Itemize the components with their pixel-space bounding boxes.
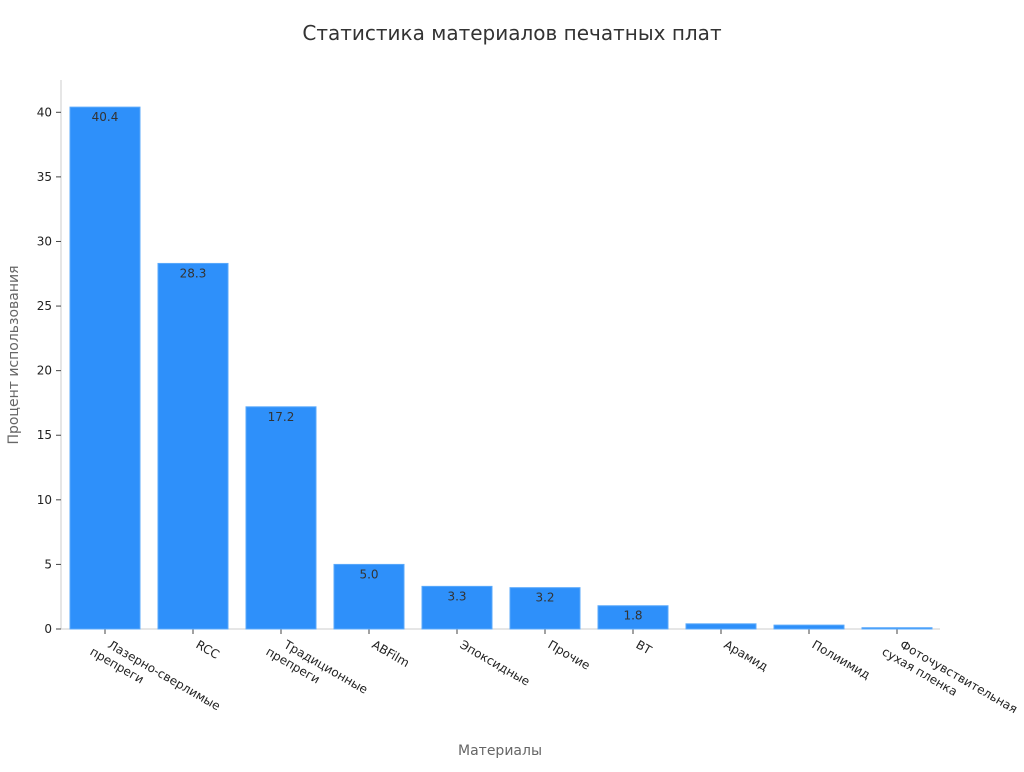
x-tick-label: Фоточувствительнаясухая пленка: [880, 631, 1020, 729]
x-axis: Лазерно-сверлимыепрепреги RCC Традиционные…: [61, 628, 1020, 729]
bar: [421, 585, 493, 630]
bar: [597, 605, 669, 630]
y-tick-label: 30: [37, 234, 52, 248]
y-tick-label: 5: [44, 557, 52, 571]
bar: [157, 262, 229, 630]
bar: [773, 624, 845, 630]
x-tick-label: Эпоксидные: [458, 637, 533, 688]
bars-group: [69, 106, 933, 630]
bar: [685, 623, 757, 630]
x-tick-label: RCC: [194, 637, 222, 661]
x-axis-label: Материалы: [458, 743, 542, 759]
y-tick-label: 20: [37, 364, 52, 378]
bar: [509, 587, 581, 630]
data-labels-group: 40.4 28.3 17.2 5.0 3.3 3.2 1.8: [92, 110, 643, 623]
y-tick-label: 0: [44, 622, 52, 636]
y-tick-label: 40: [37, 105, 52, 119]
bar: [69, 106, 141, 630]
x-tick-label: Традиционныепрепреги: [264, 631, 371, 709]
bar: [333, 563, 405, 630]
y-tick-label: 25: [37, 299, 52, 313]
x-tick-label: Арамид: [722, 637, 771, 673]
x-tick-label: Полиимид: [810, 637, 873, 682]
x-tick-label: ABFilm: [370, 637, 412, 670]
data-label: 5.0: [359, 567, 378, 581]
data-label: 40.4: [92, 110, 119, 124]
bar: [245, 406, 317, 630]
bar: [861, 627, 933, 630]
x-tick-label: BT: [634, 637, 655, 657]
y-axis-label: Процент использования: [6, 265, 22, 444]
x-tick-label: Прочие: [546, 637, 593, 672]
y-tick-label: 10: [37, 493, 52, 507]
data-label: 1.8: [623, 609, 642, 623]
y-axis: 0 5 10 15 20 25 30 35 40: [37, 80, 62, 636]
y-tick-label: 15: [37, 428, 52, 442]
y-tick-label: 35: [37, 170, 52, 184]
data-label: 17.2: [268, 410, 295, 424]
data-label: 3.3: [447, 589, 466, 603]
data-label: 3.2: [535, 591, 554, 605]
data-label: 28.3: [180, 266, 207, 280]
chart-title: Статистика материалов печатных плат: [302, 21, 722, 45]
